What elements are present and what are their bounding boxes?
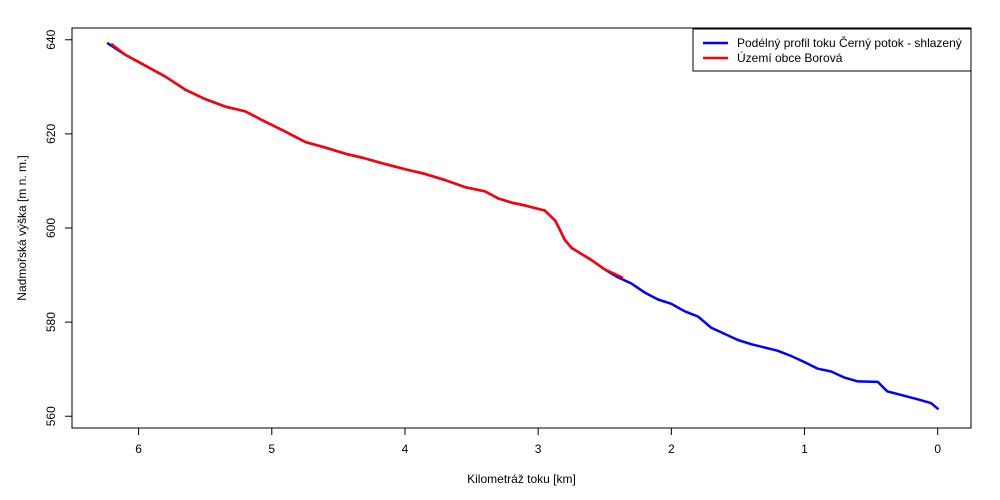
x-tick-label: 5 (268, 442, 275, 456)
legend: Podélný profil toku Černý potok - shlaze… (692, 28, 972, 72)
y-tick-label: 600 (44, 218, 58, 238)
y-axis-title: Nadmořská výška [m n. m.] (15, 155, 29, 300)
x-axis-title: Kilometráž toku [km] (467, 472, 576, 486)
y-axis: 560 580 600 620 640 (44, 29, 72, 426)
y-tick-label: 640 (44, 29, 58, 49)
x-axis: 6 5 4 3 2 1 0 (135, 428, 941, 456)
y-tick-label: 620 (44, 124, 58, 144)
x-tick-label: 6 (135, 442, 142, 456)
x-tick-label: 2 (668, 442, 675, 456)
plot-frame (71, 27, 972, 429)
legend-label-series-2: Území obce Borová (737, 50, 843, 65)
legend-label-series-1: Podélný profil toku Černý potok - shlaze… (737, 35, 962, 50)
series-layer (106, 42, 939, 410)
y-tick-label: 580 (44, 312, 58, 332)
legend-box (692, 28, 972, 72)
series-line-1 (106, 42, 939, 410)
x-tick-label: 0 (934, 442, 941, 456)
x-tick-label: 1 (801, 442, 808, 456)
x-tick-label: 4 (402, 442, 409, 456)
x-tick-label: 3 (535, 442, 542, 456)
series-line-2 (110, 43, 624, 279)
y-tick-label: 560 (44, 406, 58, 426)
